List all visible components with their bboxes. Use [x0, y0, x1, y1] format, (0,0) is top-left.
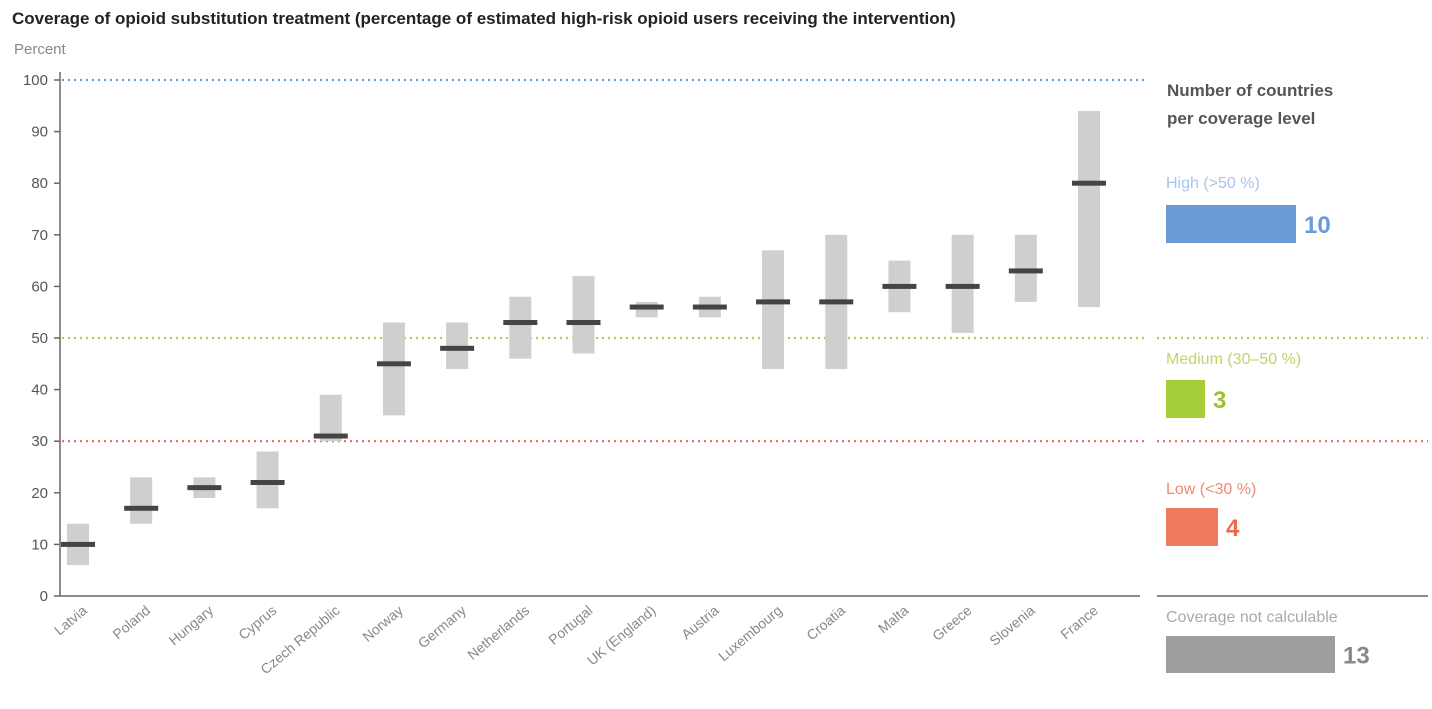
y-tick-label: 70: [31, 227, 48, 244]
point-estimate: [819, 299, 854, 305]
level-count: 13: [1343, 643, 1370, 670]
point-estimate: [313, 433, 348, 439]
point-estimate: [692, 304, 727, 310]
y-axis-label: Percent: [14, 41, 67, 58]
y-tick-label: 0: [40, 588, 48, 605]
y-tick-label: 10: [31, 536, 48, 553]
x-tick-label: Germany: [415, 602, 469, 651]
x-tick-label: Malta: [875, 602, 912, 636]
level-count: 3: [1213, 387, 1226, 414]
point-estimate: [61, 541, 95, 547]
level-count: 10: [1304, 212, 1331, 239]
point-estimate: [124, 505, 159, 511]
range-bar: [762, 250, 785, 369]
x-tick-label: Hungary: [165, 602, 216, 648]
range-bar: [509, 296, 532, 359]
point-estimate: [945, 283, 980, 289]
point-estimate: [440, 345, 475, 351]
x-tick-label: Greece: [929, 602, 975, 644]
range-bar: [572, 276, 595, 354]
range-bar: [635, 301, 658, 318]
point-estimate: [1008, 268, 1043, 274]
x-tick-label: Latvia: [51, 602, 90, 638]
point-estimate: [503, 320, 538, 326]
range-bar: [130, 477, 153, 524]
level-bar: [1166, 508, 1218, 546]
level-bar: [1166, 380, 1205, 418]
x-tick-label: Netherlands: [464, 602, 532, 663]
y-tick-label: 50: [31, 330, 48, 347]
x-tick-label: Poland: [109, 602, 153, 642]
level-bar: [1166, 205, 1296, 243]
level-label: Medium (30–50 %): [1166, 351, 1301, 368]
point-estimate: [566, 320, 601, 326]
range-bar: [1078, 110, 1100, 308]
y-tick-label: 40: [31, 382, 48, 399]
x-tick-label: Slovenia: [986, 602, 1038, 649]
point-estimate: [756, 299, 791, 305]
level-label: Coverage not calculable: [1166, 609, 1338, 626]
point-estimate: [882, 283, 917, 289]
point-estimate: [1072, 180, 1106, 186]
x-tick-label: France: [1057, 602, 1101, 642]
y-tick-label: 100: [23, 72, 48, 89]
summary-panel: Number of countries per coverage level H…: [1157, 81, 1428, 673]
x-tick-label: Cyprus: [235, 602, 279, 643]
x-tick-label: Austria: [678, 602, 722, 642]
level-count: 4: [1226, 515, 1240, 542]
point-estimate: [250, 479, 285, 485]
level-bar: [1166, 636, 1335, 673]
y-tick-label: 30: [31, 433, 48, 450]
chart-title: Coverage of opioid substitution treatmen…: [12, 9, 956, 28]
x-tick-label: Norway: [359, 602, 406, 645]
plot-area: 0 10 20 30 40 50 60 70 80 90 100 Latvia Poland Hungar…: [23, 72, 1428, 677]
summary-title-line1: Number of countries: [1167, 81, 1333, 100]
range-bar: [319, 394, 342, 442]
x-tick-label: Portugal: [545, 602, 595, 648]
range-bar: [382, 322, 405, 416]
x-tick-label: Luxembourg: [715, 602, 785, 664]
y-tick-label: 80: [31, 175, 48, 192]
range-bar: [951, 234, 974, 333]
x-tick-label: UK (England): [584, 602, 659, 668]
point-estimate: [376, 361, 411, 367]
range-bar: [256, 451, 279, 509]
range-bar: [1014, 234, 1037, 302]
y-tick-label: 60: [31, 278, 48, 295]
y-tick-label: 20: [31, 485, 48, 502]
y-tick-label: 90: [31, 124, 48, 141]
summary-title-line2: per coverage level: [1167, 109, 1315, 128]
level-label: High (>50 %): [1166, 175, 1260, 192]
x-tick-label: Croatia: [803, 602, 848, 643]
range-bar: [446, 322, 469, 369]
point-estimate: [629, 304, 664, 310]
point-estimate: [187, 485, 222, 491]
level-label: Low (<30 %): [1166, 481, 1256, 498]
